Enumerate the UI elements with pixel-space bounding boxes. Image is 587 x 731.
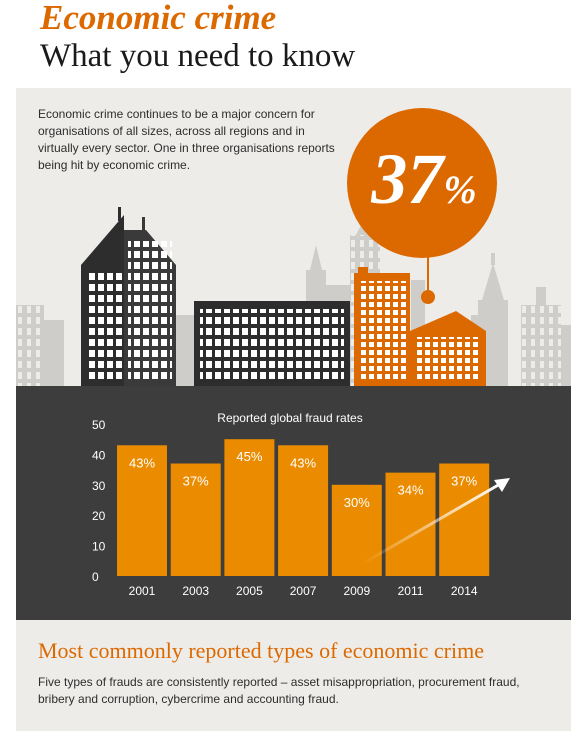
dark-tower-left bbox=[81, 207, 124, 386]
x-tick-label: 2007 bbox=[290, 584, 317, 598]
orange-building bbox=[354, 261, 486, 386]
y-tick-label: 30 bbox=[92, 479, 106, 493]
bar bbox=[331, 484, 382, 576]
section-title: Most commonly reported types of economic… bbox=[38, 638, 484, 663]
bar bbox=[170, 463, 221, 576]
bar-data-label: 43% bbox=[290, 455, 316, 470]
trend-arrow bbox=[361, 478, 510, 566]
x-tick-label: 2011 bbox=[398, 584, 424, 598]
bar-data-label: 45% bbox=[236, 449, 262, 464]
bar-data-label: 43% bbox=[129, 455, 155, 470]
page-title: Economic crime bbox=[40, 0, 277, 37]
x-tick-label: 2005 bbox=[236, 584, 263, 598]
highlight-unit: % bbox=[443, 167, 477, 212]
y-tick-label: 40 bbox=[92, 448, 106, 462]
y-tick-label: 50 bbox=[92, 418, 106, 432]
dark-office-building bbox=[194, 301, 350, 386]
bar-data-label: 30% bbox=[344, 495, 370, 510]
dark-tower-right bbox=[124, 217, 176, 386]
x-tick-label: 2003 bbox=[182, 584, 209, 598]
city-skyline-illustration bbox=[16, 207, 571, 386]
bar bbox=[117, 445, 167, 576]
x-tick-label: 2001 bbox=[129, 584, 156, 598]
intro-text: Economic crime continues to be a major c… bbox=[38, 107, 335, 172]
section-text: Five types of frauds are consistently re… bbox=[38, 675, 520, 706]
bar bbox=[278, 445, 329, 576]
highlight-circle bbox=[347, 108, 497, 258]
y-tick-label: 10 bbox=[92, 540, 106, 554]
bar bbox=[224, 439, 275, 576]
bar-data-label: 37% bbox=[451, 474, 477, 489]
x-tick-label: 2009 bbox=[343, 584, 370, 598]
chart-title: Reported global fraud rates bbox=[217, 411, 362, 425]
fraud-rate-bar-chart: Reported global fraud rates 0 10 20 30 40 50 4… bbox=[92, 411, 510, 598]
bar bbox=[385, 472, 436, 576]
bar bbox=[439, 463, 490, 576]
y-tick-label: 0 bbox=[92, 570, 99, 584]
page-subtitle: What you need to know bbox=[40, 38, 356, 74]
bar-data-label: 37% bbox=[183, 474, 209, 489]
highlight-number: 37 bbox=[371, 139, 444, 219]
highlight-value: 37% bbox=[362, 136, 486, 233]
x-tick-label: 2014 bbox=[451, 584, 478, 598]
y-tick-label: 20 bbox=[92, 509, 106, 523]
bar-data-label: 34% bbox=[397, 483, 423, 498]
